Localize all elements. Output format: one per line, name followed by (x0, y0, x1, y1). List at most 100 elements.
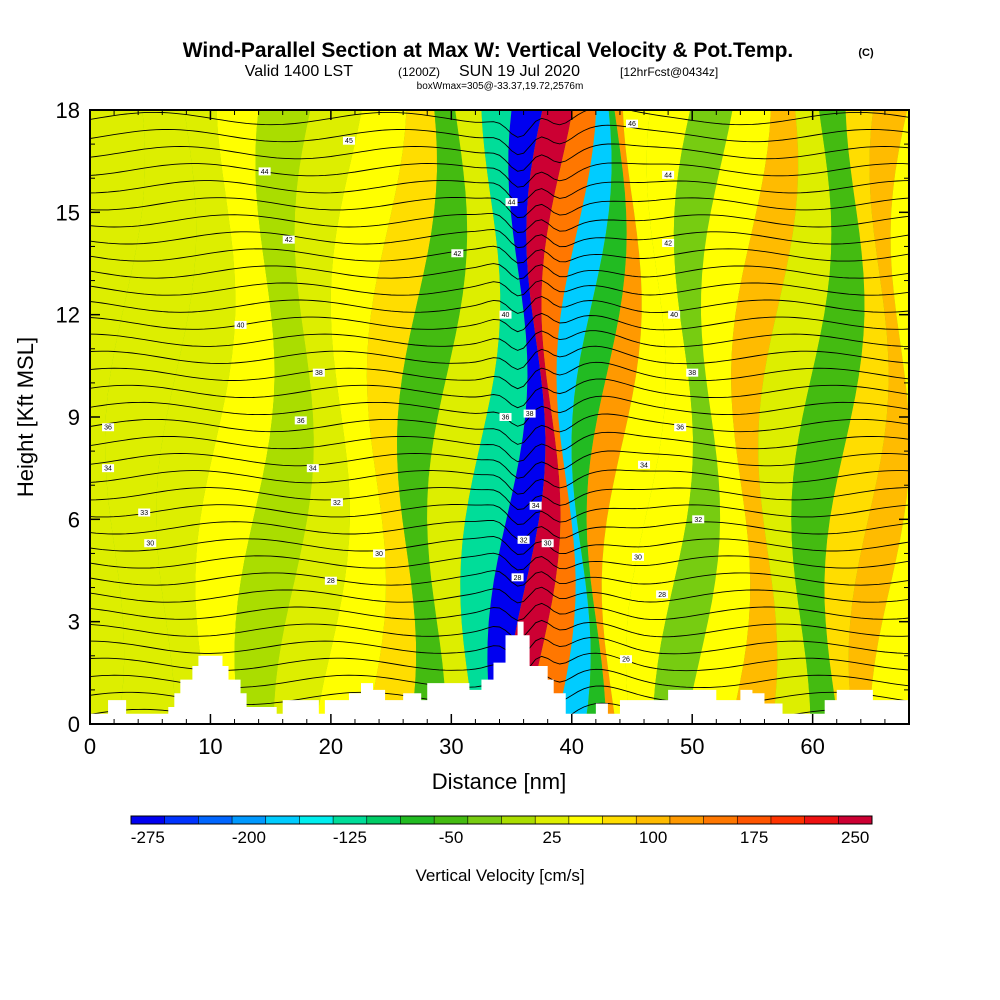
contour-label-bg (511, 573, 524, 582)
colorbar-swatch (232, 816, 267, 824)
isentrope-line (90, 180, 909, 204)
contour-label: 44 (505, 198, 518, 207)
velocity-band (848, 110, 909, 724)
contour-label-text: 34 (104, 466, 112, 473)
contour-label-text: 40 (237, 322, 245, 329)
colorbar (130, 815, 873, 825)
isentrope-line (90, 229, 909, 249)
contour-label: 33 (138, 508, 151, 517)
contour-label: 38 (523, 409, 536, 418)
contour-label: 40 (234, 320, 247, 329)
colorbar-tick-label: 100 (639, 828, 667, 847)
contour-label: 36 (499, 413, 512, 422)
contour-label-bg (686, 368, 699, 377)
contour-label-bg (102, 464, 115, 473)
x-tick-label: 20 (319, 734, 343, 759)
contour-label-bg (342, 136, 355, 145)
velocity-band (601, 110, 666, 724)
isentrope-line (90, 143, 909, 172)
velocity-band (586, 110, 642, 724)
contour-label-text: 40 (502, 312, 510, 319)
colorbar-swatch (804, 816, 839, 824)
contour-label: 28 (324, 576, 337, 585)
contour-label-bg (138, 508, 151, 517)
x-tick-label: 10 (198, 734, 222, 759)
colorbar-tick-label: 250 (841, 828, 869, 847)
contour-label: 36 (294, 416, 307, 425)
velocity-band (869, 110, 909, 724)
contour-label-bg (523, 409, 536, 418)
contour-label: 46 (625, 119, 638, 128)
contour-label-bg (625, 119, 638, 128)
colorbar-swatch (434, 816, 469, 824)
contour-label-text: 34 (532, 503, 540, 510)
contour-label-bg (373, 549, 386, 558)
colorbar-swatch (568, 816, 603, 824)
x-tick-label: 50 (680, 734, 704, 759)
contour-label: 36 (102, 423, 115, 432)
colorbar-swatch (838, 816, 873, 824)
contour-label-bg (692, 515, 705, 524)
contour-label: 28 (511, 573, 524, 582)
contour-label: 45 (342, 136, 355, 145)
contour-label: 34 (529, 501, 542, 510)
contour-label-text: 38 (315, 370, 323, 377)
contour-label-bg (144, 539, 157, 548)
colorbar-swatch (366, 816, 401, 824)
contour-label-text: 30 (544, 541, 552, 548)
contour-label-bg (306, 464, 319, 473)
contour-label-text: 42 (285, 237, 293, 244)
contour-label-bg (632, 552, 645, 561)
colorbar-swatch (737, 816, 772, 824)
velocity-band (397, 110, 468, 724)
contour-label-text: 42 (664, 241, 672, 248)
contour-label-text: 34 (640, 462, 648, 469)
velocity-band (791, 110, 865, 724)
contour-label-bg (294, 416, 307, 425)
velocity-band (526, 110, 597, 724)
velocity-band (234, 110, 314, 724)
colorbar-swatch (602, 816, 637, 824)
copyright-mark: (C) (858, 47, 874, 59)
contour-label: 42 (662, 239, 675, 248)
velocity-band (315, 110, 407, 724)
contour-label-text: 32 (694, 517, 702, 524)
contour-label-text: 28 (514, 575, 522, 582)
colorbar-swatch (636, 816, 671, 824)
contour-label: 28 (656, 590, 669, 599)
contour-label-text: 33 (140, 510, 148, 517)
contour-label-text: 30 (375, 551, 383, 558)
y-tick-label: 9 (68, 405, 80, 430)
x-tick-label: 60 (800, 734, 824, 759)
isentrope-line (90, 450, 909, 479)
velocity-band (195, 110, 275, 724)
isentrope-line (90, 552, 909, 571)
valid-date: SUN 19 Jul 2020 (459, 63, 580, 80)
colorbar-swatch (333, 816, 368, 824)
velocity-band (625, 110, 693, 724)
contour-label-bg (505, 198, 518, 207)
velocity-band (487, 110, 546, 724)
colorbar-swatch (198, 816, 233, 824)
velocity-band (505, 110, 573, 724)
contour-label-bg (234, 320, 247, 329)
contour-label-bg (324, 576, 337, 585)
x-axis-ticks: 0 10 20 30 40 50 60 (84, 110, 886, 759)
contour-label-text: 44 (261, 169, 269, 176)
contour-label-bg (517, 535, 530, 544)
contour-label: 40 (499, 310, 512, 319)
contour-label-text: 46 (628, 121, 636, 128)
isentrope-line (90, 361, 909, 390)
isentrope-line (90, 330, 909, 351)
colorbar-tick-label: -275 (131, 828, 165, 847)
isentrope-line (90, 213, 909, 233)
contour-label: 44 (662, 170, 675, 179)
contour-label-text: 40 (670, 312, 678, 319)
contour-label-bg (499, 413, 512, 421)
contour-label-text: 42 (453, 251, 461, 258)
isentrope-line (90, 296, 909, 314)
y-tick-label: 6 (68, 507, 80, 532)
colorbar-tick-label: -50 (439, 828, 464, 847)
vertical-velocity-field (90, 110, 909, 724)
